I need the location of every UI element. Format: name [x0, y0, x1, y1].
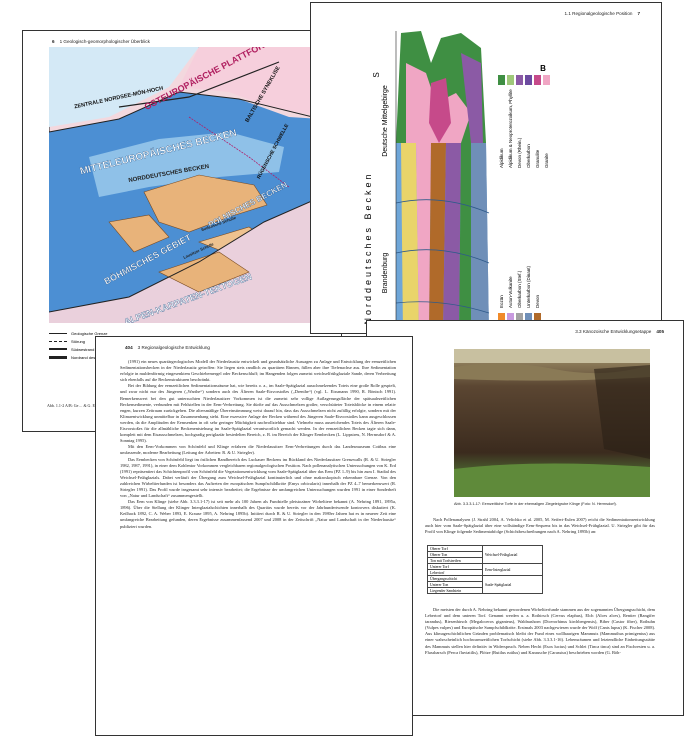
legend-swatch: [498, 313, 505, 323]
legend-swatch: [534, 75, 541, 85]
legend-swatch: [516, 75, 523, 85]
legend-swatch: [534, 313, 541, 323]
legend-label: Oberkarbon (Stef.): [517, 270, 522, 308]
paragraph: Mit den Eem-Vorkommen von Schönfeld und …: [120, 444, 396, 456]
legend-item: Nordrand des: [49, 353, 169, 361]
page-number: 6: [52, 39, 55, 44]
page-header: 404 3 Regionalgeologische Entwicklung: [120, 345, 210, 350]
legend-swatch: [543, 75, 550, 85]
stage-cell: Weichsel-Frühglazial: [482, 545, 543, 564]
paragraph-text: Die meisten der durch A. Nehring bekannt…: [425, 607, 656, 655]
legend-label: Nordrand des: [71, 354, 96, 360]
legend-swatch: [507, 75, 514, 85]
table-row: Übergangsschicht Saale-Spätglazial: [427, 575, 543, 594]
legend-label: Südwestrand: [71, 346, 95, 352]
legend-label: Alpidikum: [499, 148, 504, 168]
region-label: Deutsche Mittelgebirge: [382, 85, 389, 157]
legend-swatch: [525, 313, 532, 323]
chapter-title: 3.3 Känozoische Entwicklungsetappe: [575, 329, 652, 334]
layer-table: Oberer Torf Weichsel-Frühglazial Oberer To…: [427, 545, 543, 594]
page-number: 404: [125, 345, 133, 350]
legend-label: Oberkarbon: [526, 144, 531, 168]
book-page: 6 1 Geologisch-geomorphologischer Überbli…: [22, 30, 342, 432]
stage-cell: Saale-Spätglazial: [482, 575, 543, 594]
paragraph: Das Eembecken von Schönfeld liegt im öst…: [120, 456, 396, 499]
legend-label: Autun-Vulkanite: [508, 276, 513, 308]
page-header: 6 1 Geologisch-geomorphologischer Überbli…: [47, 39, 150, 44]
page-number: 7: [637, 11, 640, 16]
table-row: Liegender Sandstein: [427, 587, 543, 594]
region-label: Norddeutsches Becken: [363, 171, 373, 324]
legend-label: Alpidikum & Neoproterozoikum, Phyllite: [508, 89, 513, 168]
legend-symbol: [49, 332, 67, 334]
legend-item: Südwestrand: [49, 345, 169, 353]
stage-cell: Eem-Interglazial: [482, 563, 543, 576]
photo: [454, 349, 650, 497]
legend-item: Störung: [49, 337, 169, 345]
page-number: 405: [656, 329, 664, 334]
map-legend: Geologische Grenze Störung Südwestrand Nord…: [49, 329, 169, 361]
paragraph: Die meisten der durch A. Nehring bekannt…: [425, 607, 655, 656]
page-header: 3.3 Känozoische Entwicklungsetappe 405: [575, 329, 669, 334]
legend-symbol: [49, 340, 67, 342]
paragraph-text: Nach Pollenanalysen (J. Strahl 2004, A. …: [425, 517, 655, 535]
book-page: 404 3 Regionalgeologische Entwicklung (19…: [95, 336, 413, 736]
figure-caption: Abb. 3.3.3.1-17: Eemzeitliche Torfe in d…: [454, 502, 617, 506]
chapter-title: 3 Regionalgeologische Entwicklung: [137, 345, 210, 350]
paragraph: Bei der Bildung der eemzeitlichen Sedime…: [120, 383, 396, 444]
legend-item: Geologische Grenze: [49, 329, 169, 337]
paragraph: Nach Pollenanalysen (J. Strahl 2004, A. …: [425, 517, 655, 535]
legend-label: Störung: [71, 338, 86, 344]
legend-label: Geologische Grenze: [71, 330, 108, 336]
section-end-label: S: [372, 72, 381, 77]
legend-symbol: [49, 355, 67, 359]
book-page: 3.3 Känozoische Entwicklungsetappe 405 Ab…: [366, 320, 684, 716]
legend-label: Devon: [535, 294, 540, 308]
legend-swatch: [516, 313, 523, 323]
paragraph: (1991) ein neues quartärgeologisches Mod…: [120, 359, 396, 383]
legend-swatch: [498, 75, 505, 85]
section-end-label: B: [540, 64, 546, 73]
chapter-title: 1 Geologisch-geomorphologischer Überblic…: [59, 39, 150, 44]
chapter-title: 1.1 Regionalgeologische Position: [564, 11, 633, 16]
body-text: (1991) ein neues quartärgeologisches Mod…: [120, 359, 396, 530]
legend-symbol: [49, 348, 67, 350]
legend-label: Granulite: [535, 149, 540, 168]
layer-cell: Liegender Sandstein: [427, 587, 483, 594]
legend-swatch: [507, 313, 514, 323]
cross-section: S B Deutsche Mittelgebirge Norddeutsches…: [363, 31, 550, 333]
legend-label: Devon (Rhein.): [517, 137, 522, 168]
paragraph: Das Eem von Klinge (siehe Abb. 3.3.3.1-1…: [120, 499, 396, 529]
figure-caption: Abb. 1.1-2 A/B: Ge… & G. Ehrenberg 1985,…: [47, 403, 131, 408]
legend-label: Unterkarbon (Dinant): [526, 265, 531, 308]
legend-label: Eozän: [499, 295, 504, 308]
legend-label: Granite: [544, 153, 549, 168]
region-label: Brandenburg: [382, 253, 389, 294]
legend-swatch: [525, 75, 532, 85]
book-page: 1.1 Regionalgeologische Position 7 S B De…: [310, 2, 662, 334]
page-header: 1.1 Regionalgeologische Position 7: [565, 11, 646, 16]
